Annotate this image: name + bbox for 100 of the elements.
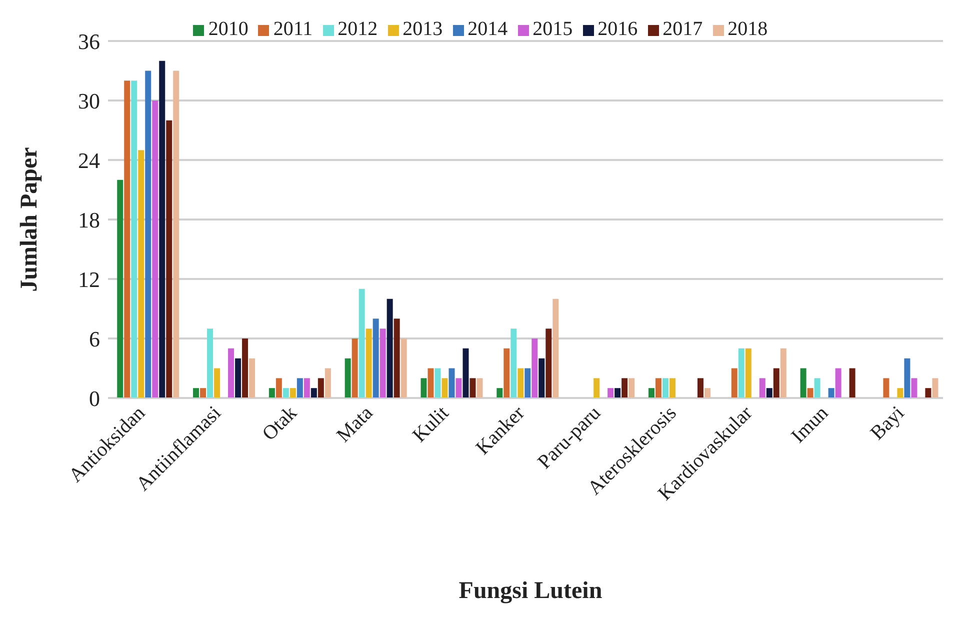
legend-label: 2014 (468, 18, 508, 40)
bar (614, 388, 621, 398)
bar (897, 388, 904, 398)
bar (200, 388, 206, 398)
legend-label: 2011 (273, 18, 313, 40)
bar (159, 60, 166, 398)
legend-label: 2010 (208, 18, 248, 40)
y-tick-label: 24 (78, 148, 100, 173)
bar (849, 368, 856, 398)
legend-label: 2015 (532, 18, 573, 40)
bar (738, 348, 744, 398)
bar (745, 348, 752, 398)
bar (394, 318, 400, 398)
x-axis-title: Fungsi Lutein (458, 578, 604, 605)
bar (456, 378, 462, 398)
bar (145, 70, 152, 398)
bar (807, 388, 814, 398)
y-tick-label: 12 (78, 266, 100, 292)
bar (318, 378, 324, 398)
bar (282, 388, 289, 398)
y-tick-label: 30 (78, 88, 100, 114)
bar (828, 388, 834, 398)
bar (925, 388, 932, 398)
bar (704, 388, 710, 398)
y-tick-label: 6 (89, 326, 100, 352)
x-tick-label: Mata (332, 402, 378, 447)
legend-label: 2013 (402, 18, 443, 40)
bar (932, 378, 938, 398)
x-tick-label: Otak (258, 402, 302, 446)
legend-label: 2012 (338, 18, 378, 40)
bar (193, 388, 200, 398)
bar (496, 388, 503, 398)
bar (117, 180, 124, 398)
bar (622, 378, 628, 398)
bar (214, 368, 220, 398)
bar (344, 358, 351, 398)
bar (228, 348, 234, 398)
bar (504, 348, 510, 398)
bar (131, 80, 138, 398)
bar (434, 368, 441, 398)
bar (911, 378, 918, 398)
bar (442, 378, 448, 398)
bar (152, 100, 158, 398)
bar (358, 288, 365, 398)
bar (352, 338, 358, 398)
bar (697, 378, 704, 398)
bar (759, 378, 766, 398)
bar (608, 388, 614, 398)
bar (296, 378, 303, 398)
bar (249, 358, 256, 398)
y-tick-label: 0 (89, 386, 100, 411)
y-tick-label: 36 (78, 28, 100, 54)
bar (304, 378, 310, 398)
legend-label: 2017 (662, 18, 703, 40)
bar (662, 378, 668, 398)
bar (814, 378, 820, 398)
y-axis-title: Jumlah Paper (16, 146, 43, 292)
y-tick-label: 18 (78, 207, 100, 232)
bar (524, 368, 531, 398)
bar (648, 388, 654, 398)
bar (780, 348, 786, 398)
bar (546, 328, 552, 398)
bar (628, 378, 635, 398)
x-tick-label: Bayi (866, 402, 909, 444)
bar (166, 120, 172, 398)
bar (400, 338, 407, 398)
bar (594, 378, 600, 398)
bar (462, 348, 469, 398)
bar (310, 388, 317, 398)
bar (268, 388, 275, 398)
bar (372, 318, 379, 398)
bar (476, 378, 483, 398)
bar (380, 328, 386, 398)
bar (386, 298, 393, 398)
bar (242, 338, 248, 398)
bar (235, 358, 242, 398)
bar (173, 70, 180, 398)
bar (904, 358, 910, 398)
bar (800, 368, 806, 398)
bar (276, 378, 282, 398)
bar (324, 368, 331, 398)
bar (669, 378, 676, 398)
bar (532, 338, 538, 398)
bar (655, 378, 662, 398)
bar (366, 328, 372, 398)
bar (766, 388, 772, 398)
bar (835, 368, 842, 398)
bar (883, 378, 890, 398)
bar (731, 368, 738, 398)
bar (138, 150, 144, 398)
bar (470, 378, 476, 398)
bar (290, 388, 296, 398)
legend-label: 2018 (728, 18, 768, 40)
bar (518, 368, 524, 398)
bar (448, 368, 455, 398)
bar (124, 80, 130, 398)
bar (773, 368, 780, 398)
bar (207, 328, 214, 398)
bar (510, 328, 517, 398)
bar (420, 378, 427, 398)
